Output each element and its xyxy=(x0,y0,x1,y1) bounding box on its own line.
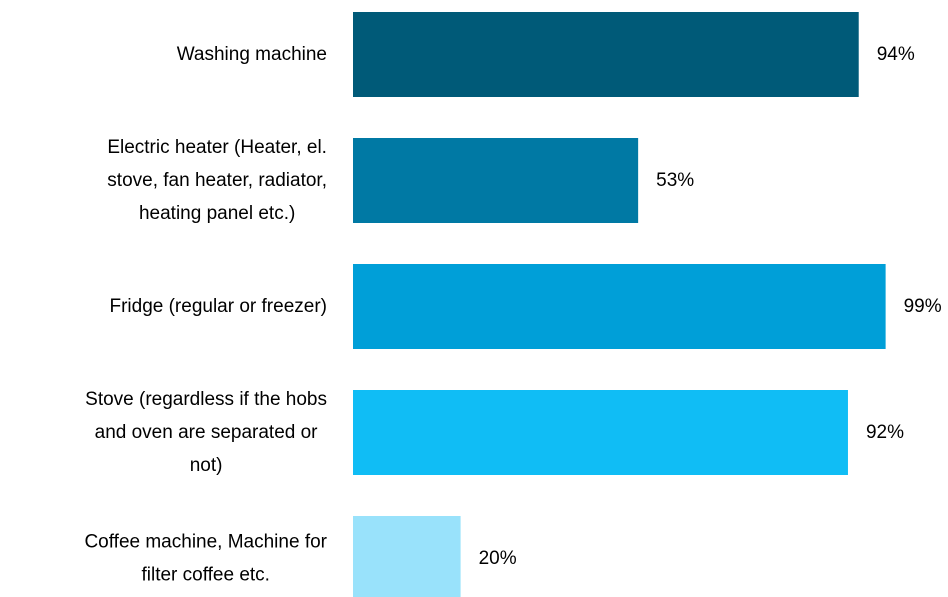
value-label-5: 20% xyxy=(479,548,517,569)
category-label-1: Washing machine xyxy=(177,44,327,65)
value-label-1: 94% xyxy=(877,44,915,65)
bar-3 xyxy=(353,264,886,349)
category-label-5-line-1: Coffee machine, Machine for xyxy=(84,532,327,553)
category-label-5: Coffee machine, Machine for filter coffee… xyxy=(84,532,327,586)
category-label-4: Stove (regardless if the hobs and oven ar… xyxy=(85,389,327,476)
bar-1 xyxy=(353,12,859,97)
category-label-4-line-1: Stove (regardless if the hobs xyxy=(85,389,327,410)
value-label-3: 99% xyxy=(904,296,942,317)
category-label-2: Electric heater (Heater, el. stove, fan h… xyxy=(107,137,327,224)
value-labels-group: 94% 53% 99% 92% 20% xyxy=(479,44,942,569)
bar-4 xyxy=(353,390,848,475)
category-labels-group: Washing machine Electric heater (Heater, … xyxy=(84,44,327,586)
category-label-1-line-1: Washing machine xyxy=(177,44,327,65)
value-label-4: 92% xyxy=(866,422,904,443)
category-label-4-line-3: not) xyxy=(190,455,223,476)
category-label-2-line-3: heating panel etc.) xyxy=(139,203,295,224)
category-label-2-line-2: stove, fan heater, radiator, xyxy=(107,170,327,191)
category-label-2-line-1: Electric heater (Heater, el. xyxy=(107,137,327,158)
category-label-4-line-2: and oven are separated or xyxy=(95,422,319,443)
category-label-3-line-1: Fridge (regular or freezer) xyxy=(109,296,327,317)
bar-5 xyxy=(353,516,461,597)
bars-group xyxy=(353,12,886,597)
category-label-5-line-2: filter coffee etc. xyxy=(141,565,270,586)
value-label-2: 53% xyxy=(656,170,694,191)
category-label-3: Fridge (regular or freezer) xyxy=(109,296,327,317)
bar-2 xyxy=(353,138,639,223)
